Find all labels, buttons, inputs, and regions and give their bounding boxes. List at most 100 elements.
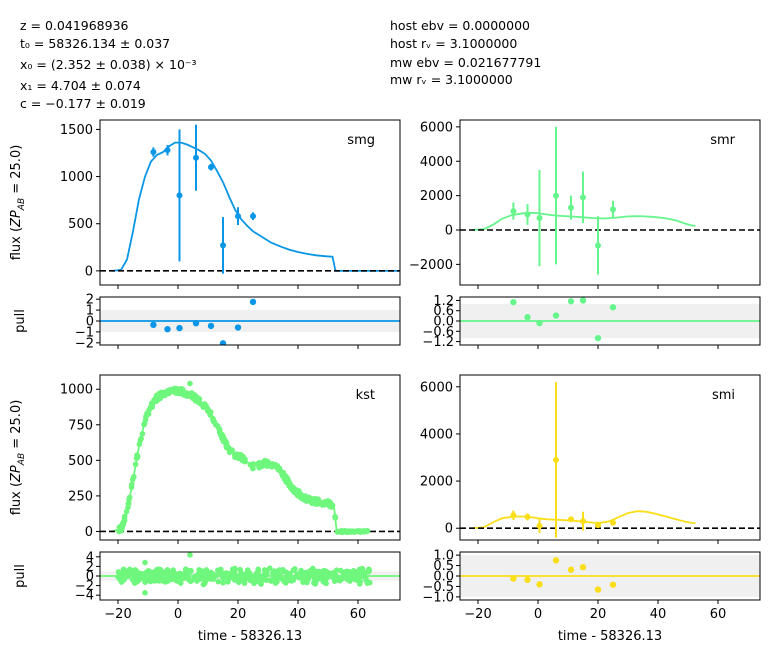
point-kst bbox=[172, 385, 179, 392]
pull-point-smg-0 bbox=[150, 321, 157, 329]
pull-point-smi-0 bbox=[510, 575, 517, 582]
pull-point-kst bbox=[345, 577, 351, 583]
pull-point-smi-6 bbox=[594, 586, 602, 593]
point-kst bbox=[297, 490, 303, 497]
xtick-label-kst: 0 bbox=[174, 607, 182, 622]
point-smi-7 bbox=[610, 519, 616, 526]
flux-axis-label: flux (ZPAB = 25.0) bbox=[9, 145, 27, 261]
pull-point-kst bbox=[130, 567, 137, 574]
pull-point-smi-1 bbox=[524, 576, 531, 583]
axes-smi bbox=[459, 374, 761, 541]
ytick-label-kst: 250 bbox=[68, 489, 93, 504]
point-kst bbox=[327, 502, 334, 508]
xtick-label-smi: 60 bbox=[710, 607, 727, 622]
pull-point-kst bbox=[247, 577, 254, 584]
point-smr-2 bbox=[536, 214, 543, 221]
ytick-label-kst: 500 bbox=[68, 454, 93, 469]
point-kst bbox=[340, 528, 347, 535]
pull-ytick-label-kst: 0 bbox=[86, 570, 94, 585]
point-kst bbox=[191, 392, 198, 398]
pull-point-kst bbox=[188, 567, 194, 574]
point-kst bbox=[166, 390, 172, 396]
ytick-label-smi: 0 bbox=[445, 522, 453, 537]
pull-point-kst bbox=[268, 578, 275, 584]
pull-ytick-label-smg: −1 bbox=[75, 325, 94, 340]
ytick-label-smi: 2000 bbox=[420, 475, 453, 490]
point-kst bbox=[129, 476, 136, 483]
pull-ytick-label-kst: 4 bbox=[86, 550, 94, 565]
point-kst bbox=[178, 385, 185, 392]
ytick-label-smr: 6000 bbox=[420, 120, 453, 135]
point-smg-3 bbox=[193, 154, 199, 161]
pull-point-kst bbox=[155, 571, 161, 577]
pull-point-kst bbox=[177, 577, 183, 583]
point-kst bbox=[313, 501, 319, 507]
pull-point-kst bbox=[225, 579, 231, 585]
pull-point-kst bbox=[365, 568, 372, 575]
ytick-label-kst: 1000 bbox=[60, 383, 93, 398]
pull-point-kst bbox=[253, 577, 259, 584]
pull-point-kst bbox=[276, 567, 283, 573]
pull-point-kst bbox=[312, 581, 319, 587]
point-kst bbox=[357, 528, 363, 534]
point-kst bbox=[121, 513, 128, 520]
pull-area-smr bbox=[460, 297, 760, 342]
point-smi-1 bbox=[524, 513, 531, 520]
plot-area-smi bbox=[460, 382, 760, 538]
point-smr-4 bbox=[568, 204, 574, 211]
pull-ytick-label-smi: 0.5 bbox=[433, 559, 454, 574]
pull-point-kst bbox=[153, 577, 160, 583]
xtick-label-kst: −20 bbox=[104, 607, 131, 622]
ytick-label-smi: 6000 bbox=[420, 380, 453, 395]
point-kst bbox=[332, 513, 338, 520]
point-kst bbox=[312, 495, 318, 502]
ytick-label-smg: 1500 bbox=[60, 123, 93, 138]
pull-point-kst bbox=[283, 577, 290, 583]
param-x1: x₁ = 4.704 ± 0.074 bbox=[20, 78, 141, 93]
xtick-label-kst: 60 bbox=[350, 607, 367, 622]
pull-point-kst bbox=[118, 579, 125, 585]
pull-point-kst bbox=[210, 572, 216, 579]
pull-ytick-label-kst: 2 bbox=[86, 560, 94, 575]
pull-point-kst bbox=[298, 573, 304, 580]
pull-point-kst bbox=[187, 552, 193, 558]
point-kst bbox=[134, 452, 140, 458]
pull-point-smr-4 bbox=[567, 298, 575, 305]
point-kst bbox=[120, 521, 127, 528]
pull-ytick-label-smg: −2 bbox=[75, 336, 94, 351]
param-host-rv: host rᵥ = 3.1000000 bbox=[390, 36, 518, 51]
point-kst bbox=[224, 443, 231, 450]
point-smg-4 bbox=[208, 164, 214, 171]
pull-point-kst bbox=[345, 571, 352, 577]
param-t0: t₀ = 58326.134 ± 0.037 bbox=[20, 36, 171, 51]
panel-smi: smi 0 2000 4000 6000 −1.0−0.50.00.51.0 −20 0 20 4… bbox=[420, 374, 761, 644]
point-kst bbox=[302, 493, 308, 499]
x-axis-label: time - 58326.13 bbox=[198, 629, 302, 644]
pull-point-smi-7 bbox=[609, 581, 617, 588]
point-kst bbox=[242, 458, 248, 465]
pull-point-smr-5 bbox=[579, 297, 587, 304]
pull-point-kst bbox=[215, 578, 222, 585]
pull-ytick-label-smr: −0.6 bbox=[422, 325, 454, 340]
pull-point-kst bbox=[334, 574, 341, 580]
pull-point-smg-2 bbox=[176, 324, 183, 332]
pull-ytick-label-kst: −2 bbox=[75, 579, 94, 594]
point-kst bbox=[132, 461, 139, 468]
pull-point-kst bbox=[321, 579, 328, 586]
pull-point-kst bbox=[182, 569, 189, 575]
axes-smr bbox=[459, 119, 761, 286]
pull-point-smg-1 bbox=[164, 325, 171, 333]
point-smg-5 bbox=[220, 242, 226, 249]
pull-ytick-label-smg: 0 bbox=[86, 315, 94, 330]
pull-point-smg-5 bbox=[219, 340, 227, 345]
xtick-label-kst: 40 bbox=[290, 607, 307, 622]
pull-point-smr-3 bbox=[552, 312, 560, 319]
point-kst bbox=[144, 411, 151, 418]
pull-point-kst bbox=[162, 572, 169, 578]
pull-point-smg-3 bbox=[192, 319, 200, 327]
point-smi-5 bbox=[580, 518, 586, 525]
param-host-ebv: host ebv = 0.0000000 bbox=[390, 18, 530, 33]
pull-point-kst bbox=[215, 567, 221, 574]
